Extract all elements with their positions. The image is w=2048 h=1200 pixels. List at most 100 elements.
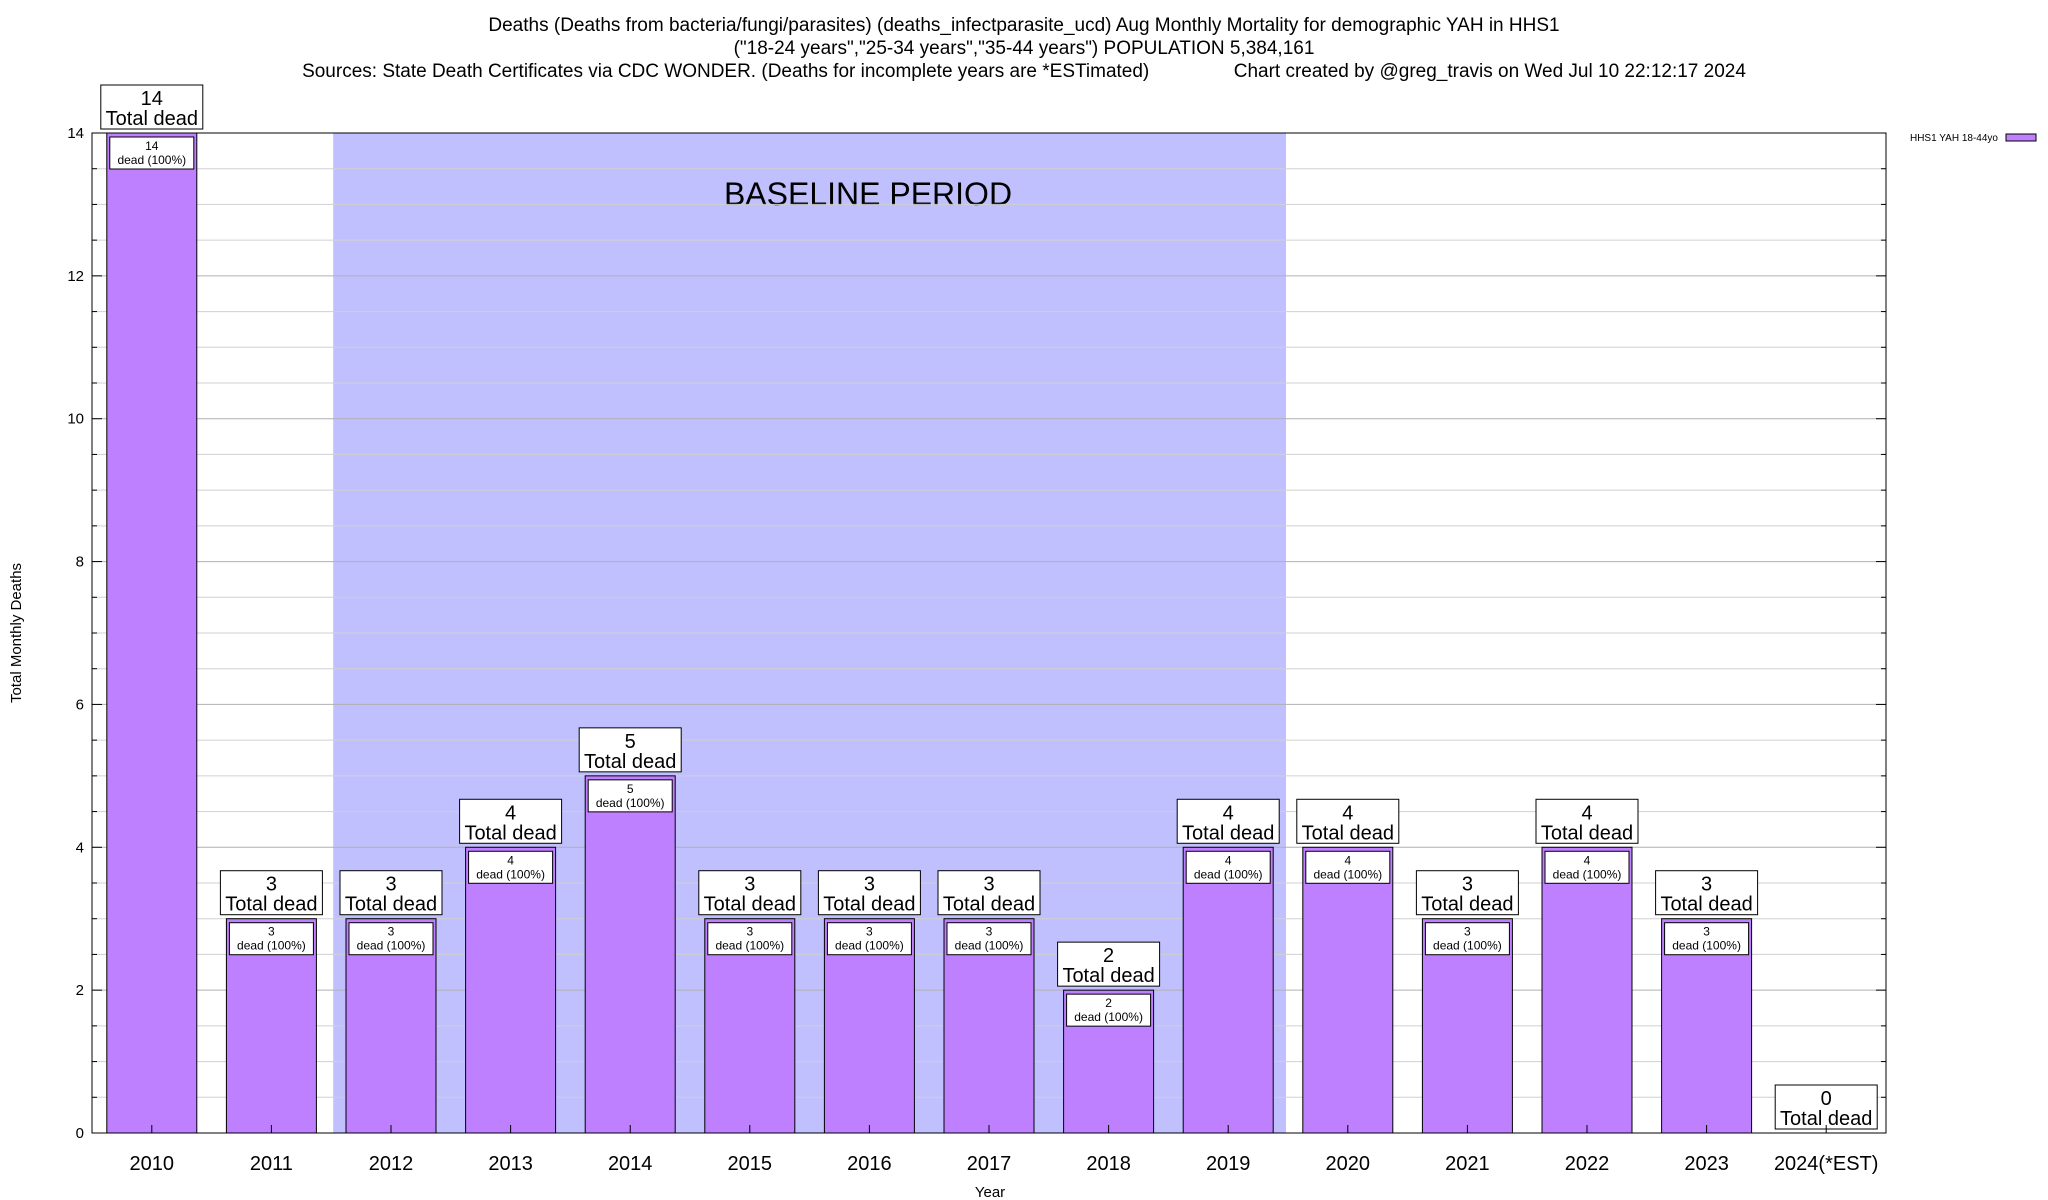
total-label-value: 3 — [744, 874, 755, 896]
total-label-value: 3 — [983, 874, 994, 896]
y-tick-label: 12 — [67, 268, 84, 285]
x-tick-label: 2011 — [250, 1153, 293, 1175]
inner-label-text: dead (100%) — [117, 153, 186, 167]
inner-label-text: dead (100%) — [1194, 867, 1263, 881]
total-label-box — [817, 870, 921, 916]
x-tick-label: 2015 — [728, 1153, 773, 1175]
inner-label-text: dead (100%) — [835, 939, 904, 953]
y-tick-label: 2 — [76, 982, 84, 999]
inner-label-value: 14 — [145, 139, 159, 153]
total-label-text: Total dead — [1541, 822, 1633, 844]
inner-label-value: 3 — [866, 925, 873, 939]
total-label-text: Total dead — [823, 894, 915, 916]
total-label-box — [1296, 798, 1400, 844]
baseline-period-label: BASELINE PERIOD — [724, 176, 1012, 212]
inner-label-value: 4 — [1584, 853, 1591, 867]
inner-label-value: 5 — [627, 782, 634, 796]
x-tick-label: 2021 — [1445, 1153, 1490, 1175]
y-tick-label: 0 — [76, 1125, 84, 1142]
total-label-value: 3 — [1462, 874, 1473, 896]
x-tick-label: 2014 — [608, 1153, 653, 1175]
chart-title-line-1: Deaths (Deaths from bacteria/fungi/paras… — [488, 15, 1560, 36]
bar-2020 — [1302, 846, 1394, 1134]
inner-label-box — [228, 922, 314, 956]
total-label-value: 2 — [1103, 945, 1114, 967]
inner-label-value: 2 — [1105, 996, 1112, 1010]
total-label-box — [1774, 1084, 1878, 1130]
total-label-text: Total dead — [464, 822, 556, 844]
bar-2022 — [1541, 846, 1633, 1134]
y-tick-label: 14 — [67, 125, 84, 142]
bar-2019 — [1182, 846, 1274, 1134]
chart-title-line-3: Sources: State Death Certificates via CD… — [302, 61, 1746, 82]
x-tick-label: 2013 — [488, 1153, 533, 1175]
total-label-box — [937, 870, 1041, 916]
inner-label-text: dead (100%) — [715, 939, 784, 953]
y-axis-label: Total Monthly Deaths — [8, 563, 25, 703]
total-label-text: Total dead — [1660, 894, 1752, 916]
inner-label-text: dead (100%) — [476, 867, 545, 881]
inner-label-value: 3 — [388, 925, 395, 939]
total-label-text: Total dead — [1062, 965, 1154, 987]
total-label-value: 3 — [385, 874, 396, 896]
legend-swatch — [2005, 133, 2037, 142]
total-label-value: 0 — [1821, 1088, 1832, 1110]
total-label-box — [1535, 798, 1639, 844]
chart-title-block: Deaths (Deaths from bacteria/fungi/paras… — [0, 14, 2048, 83]
total-label-value: 4 — [505, 802, 516, 824]
y-tick-label: 10 — [67, 411, 84, 428]
inner-label-value: 3 — [746, 925, 753, 939]
x-tick-label: 2024(*EST) — [1774, 1153, 1879, 1175]
inner-label-text: dead (100%) — [1672, 939, 1741, 953]
x-tick-label: 2023 — [1684, 1153, 1729, 1175]
total-label-box — [698, 870, 802, 916]
x-tick-label: 2020 — [1326, 1153, 1371, 1175]
inner-label-box — [946, 922, 1032, 956]
inner-label-text: dead (100%) — [1433, 939, 1502, 953]
inner-label-box — [468, 850, 554, 884]
x-tick-label: 2018 — [1086, 1153, 1131, 1175]
inner-label-text: dead (100%) — [955, 939, 1024, 953]
x-tick-label: 2019 — [1206, 1153, 1251, 1175]
inner-label-text: dead (100%) — [1074, 1010, 1143, 1024]
total-label-text: Total dead — [704, 894, 796, 916]
x-axis-label: Year — [975, 1184, 1005, 1200]
inner-label-text: dead (100%) — [1313, 867, 1382, 881]
total-label-text: Total dead — [1780, 1108, 1872, 1130]
inner-label-box — [109, 136, 195, 170]
total-label-box — [459, 798, 563, 844]
inner-label-value: 3 — [1703, 925, 1710, 939]
chart-title-line-2: ("18-24 years","25-34 years","35-44 year… — [733, 38, 1315, 59]
inner-label-box — [1424, 922, 1510, 956]
total-label-value: 14 — [141, 88, 163, 110]
inner-label-box — [1305, 850, 1391, 884]
total-label-box — [1057, 941, 1161, 987]
total-label-box — [219, 870, 323, 916]
inner-label-box — [1544, 850, 1630, 884]
total-label-value: 4 — [1342, 802, 1353, 824]
inner-label-value: 3 — [1464, 925, 1471, 939]
total-label-value: 5 — [625, 731, 636, 753]
inner-label-box — [587, 779, 673, 813]
total-label-text: Total dead — [345, 894, 437, 916]
total-label-text: Total dead — [225, 894, 317, 916]
total-label-value: 4 — [1223, 802, 1234, 824]
total-label-box — [1655, 870, 1759, 916]
inner-label-value: 3 — [986, 925, 993, 939]
inner-label-box — [1185, 850, 1271, 884]
total-label-value: 3 — [1701, 874, 1712, 896]
total-label-text: Total dead — [1182, 822, 1274, 844]
x-tick-label: 2017 — [967, 1153, 1012, 1175]
total-label-box — [578, 727, 682, 773]
inner-label-box — [1664, 922, 1750, 956]
plot-border — [91, 132, 1887, 1134]
total-label-text: Total dead — [106, 108, 198, 130]
bar-2014 — [584, 775, 676, 1134]
total-label-text: Total dead — [943, 894, 1035, 916]
x-tick-label: 2022 — [1565, 1153, 1610, 1175]
x-tick-label: 2016 — [847, 1153, 892, 1175]
inner-label-box — [1066, 993, 1152, 1027]
y-tick-label: 8 — [76, 554, 84, 571]
inner-label-value: 4 — [1344, 853, 1351, 867]
total-label-text: Total dead — [1421, 894, 1513, 916]
